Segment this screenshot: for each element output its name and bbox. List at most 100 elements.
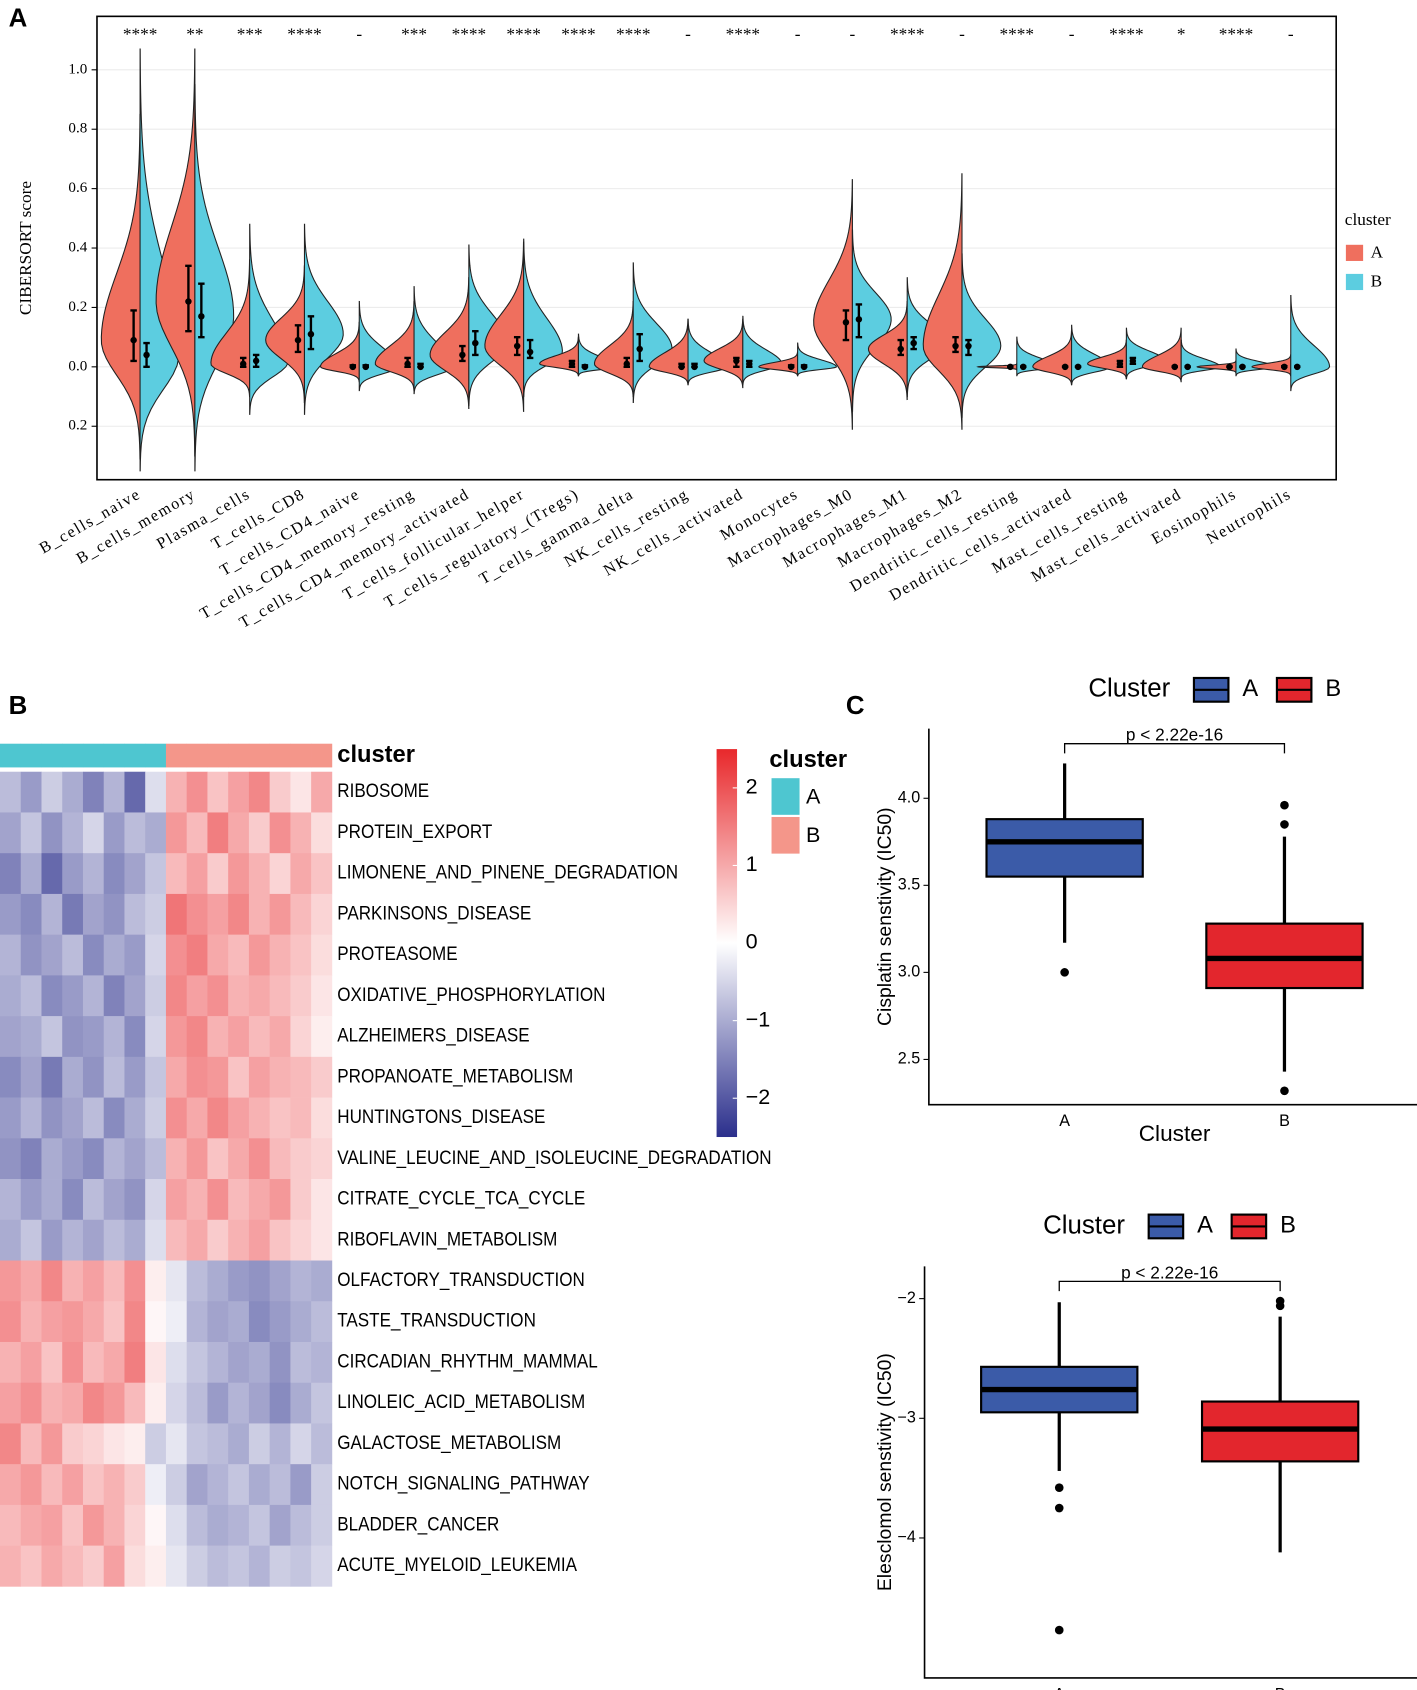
heat-cell (124, 1097, 146, 1139)
heat-cell (41, 1382, 63, 1424)
heat-cell (0, 1504, 22, 1546)
median-dot (349, 363, 357, 371)
heat-cell (248, 1138, 270, 1180)
heat-cell (165, 934, 188, 976)
heat-cell (248, 771, 270, 813)
heat-cell (62, 975, 84, 1017)
row-label: RIBOSOME (337, 779, 429, 801)
heat-cell (186, 1545, 208, 1587)
significance: - (356, 25, 362, 44)
heat-cell (269, 771, 291, 813)
legend-title: cluster (1345, 210, 1391, 229)
significance: **** (287, 25, 321, 44)
violin (593, 300, 634, 398)
heat-cell (269, 1260, 291, 1302)
heat-cell (311, 1301, 333, 1343)
heat-cell (165, 1138, 188, 1180)
legend-key (1345, 273, 1364, 291)
heat-cell (62, 1219, 84, 1261)
x-tick-label: Plasma_cells (154, 486, 253, 553)
heat-cell (228, 1219, 250, 1261)
heat-cell (311, 1179, 333, 1221)
heat-cell (145, 1097, 167, 1139)
heat-cell (124, 1056, 146, 1098)
heat-cell (0, 893, 22, 935)
significance: - (1288, 25, 1294, 44)
heat-cell (248, 1260, 270, 1302)
violin (484, 241, 525, 412)
heat-cell (145, 1056, 167, 1098)
cluster-cell (82, 743, 105, 768)
violin (1125, 327, 1166, 380)
heat-cell (311, 853, 333, 895)
heat-cell (82, 1056, 105, 1098)
row-label: BLADDER_CANCER (337, 1512, 499, 1535)
heat-cell (20, 1219, 42, 1261)
median-dot (678, 363, 685, 371)
heat-cell (290, 1545, 312, 1587)
row-label: CITRATE_CYCLE_TCA_CYCLE (337, 1186, 585, 1209)
median-dot (910, 339, 917, 347)
violin (851, 229, 892, 412)
heat-cell (82, 893, 105, 935)
heat-cell (145, 1464, 167, 1506)
significance: **** (506, 25, 540, 44)
heat-cell (124, 1382, 146, 1424)
heat-cell (269, 1341, 291, 1384)
heat-cell (248, 812, 270, 854)
heat-cell (0, 934, 22, 976)
median-dot (897, 345, 904, 353)
y-tick-label: −4 (898, 1528, 916, 1546)
median-dot (1116, 360, 1124, 368)
heat-cell (103, 1056, 125, 1098)
heat-cell (228, 1138, 250, 1180)
row-label: PROTEIN_EXPORT (337, 820, 492, 843)
heat-cell (165, 1464, 188, 1506)
heat-cell (0, 771, 22, 813)
heat-cell (311, 1382, 333, 1424)
heat-cell (41, 934, 63, 976)
legend-title: Cluster (1088, 675, 1170, 703)
heat-cell (269, 1179, 291, 1221)
legend-key (771, 778, 800, 815)
heat-cell (290, 1301, 312, 1343)
heat-cell (20, 1423, 42, 1465)
heat-cell (124, 1341, 146, 1384)
y-tick-label: 3.5 (898, 876, 920, 894)
cluster-cell (290, 743, 312, 768)
violin (1087, 339, 1127, 380)
heat-cell (20, 1545, 42, 1587)
panel-letter: C (846, 692, 865, 720)
heat-cell (207, 1382, 229, 1424)
violin (703, 318, 744, 389)
heat-cell (311, 975, 333, 1017)
heat-cell (82, 1179, 105, 1221)
row-label: ALZHEIMERS_DISEASE (337, 1024, 529, 1047)
heat-cell (269, 1138, 291, 1180)
violin (961, 253, 1002, 418)
heat-cell (41, 771, 63, 813)
significance: **** (452, 25, 486, 44)
heat-cell (165, 1545, 188, 1587)
heat-cell (207, 771, 229, 813)
heat-cell (165, 812, 188, 854)
outlier (1280, 1086, 1289, 1096)
heat-cell (82, 1016, 105, 1058)
significance: *** (401, 25, 427, 44)
row-label: LINOLEIC_ACID_METABOLISM (337, 1390, 585, 1413)
heat-cell (41, 812, 63, 854)
median-dot (307, 330, 315, 338)
colorbar-label: 0 (746, 929, 758, 954)
heat-cell (124, 771, 146, 813)
heat-cell (124, 1504, 146, 1546)
legend-label: B (1371, 271, 1383, 290)
heat-cell (20, 1464, 42, 1506)
significance: **** (616, 25, 650, 44)
violin (155, 48, 196, 457)
heat-cell (165, 1097, 188, 1139)
y-axis-label: Cisplatin senstivity (IC50) (874, 807, 896, 1026)
heat-cell (207, 1464, 229, 1506)
heat-cell (269, 1016, 291, 1058)
heat-cell (124, 853, 146, 895)
heat-cell (0, 1056, 22, 1098)
